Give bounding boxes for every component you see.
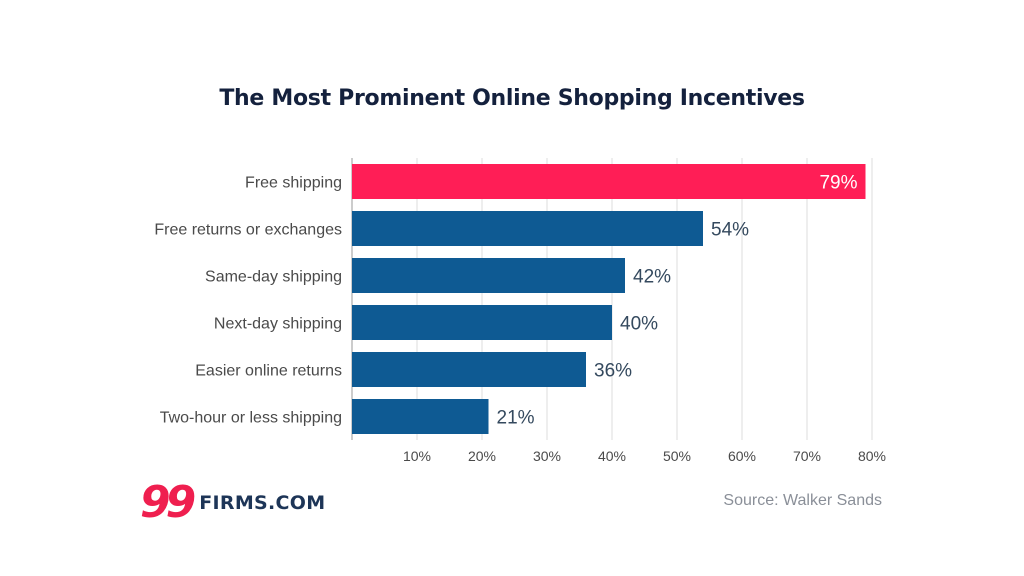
category-label: Two-hour or less shipping [160, 410, 342, 427]
category-label: Next-day shipping [214, 316, 342, 333]
x-tick-label: 40% [598, 448, 626, 464]
data-label: 36% [594, 361, 632, 382]
bar [352, 352, 586, 387]
bar [352, 258, 625, 293]
x-tick-label: 20% [468, 448, 496, 464]
chart-title: The Most Prominent Online Shopping Incen… [219, 86, 805, 111]
x-tick-label: 70% [793, 448, 821, 464]
category-label: Free shipping [245, 175, 342, 192]
logo-99firms: 99 FIRMS.COM [140, 477, 326, 528]
data-label: 79% [819, 173, 857, 194]
category-label: Free returns or exchanges [154, 222, 342, 239]
x-tick-label: 50% [663, 448, 691, 464]
bar [352, 399, 489, 434]
x-tick-label: 30% [533, 448, 561, 464]
bar [352, 211, 703, 246]
x-tick-label: 60% [728, 448, 756, 464]
bar [352, 164, 866, 199]
x-tick-label: 80% [858, 448, 886, 464]
data-label: 21% [497, 408, 535, 429]
source-note: Source: Walker Sands [723, 492, 882, 509]
data-label: 40% [620, 314, 658, 335]
category-label: Same-day shipping [205, 269, 342, 286]
logo-mark: 99 [140, 477, 196, 528]
data-label: 54% [711, 220, 749, 241]
bar [352, 305, 612, 340]
x-tick-label: 10% [403, 448, 431, 464]
category-label: Easier online returns [195, 363, 342, 380]
logo-text: FIRMS.COM [199, 492, 326, 514]
data-label: 42% [633, 267, 671, 288]
